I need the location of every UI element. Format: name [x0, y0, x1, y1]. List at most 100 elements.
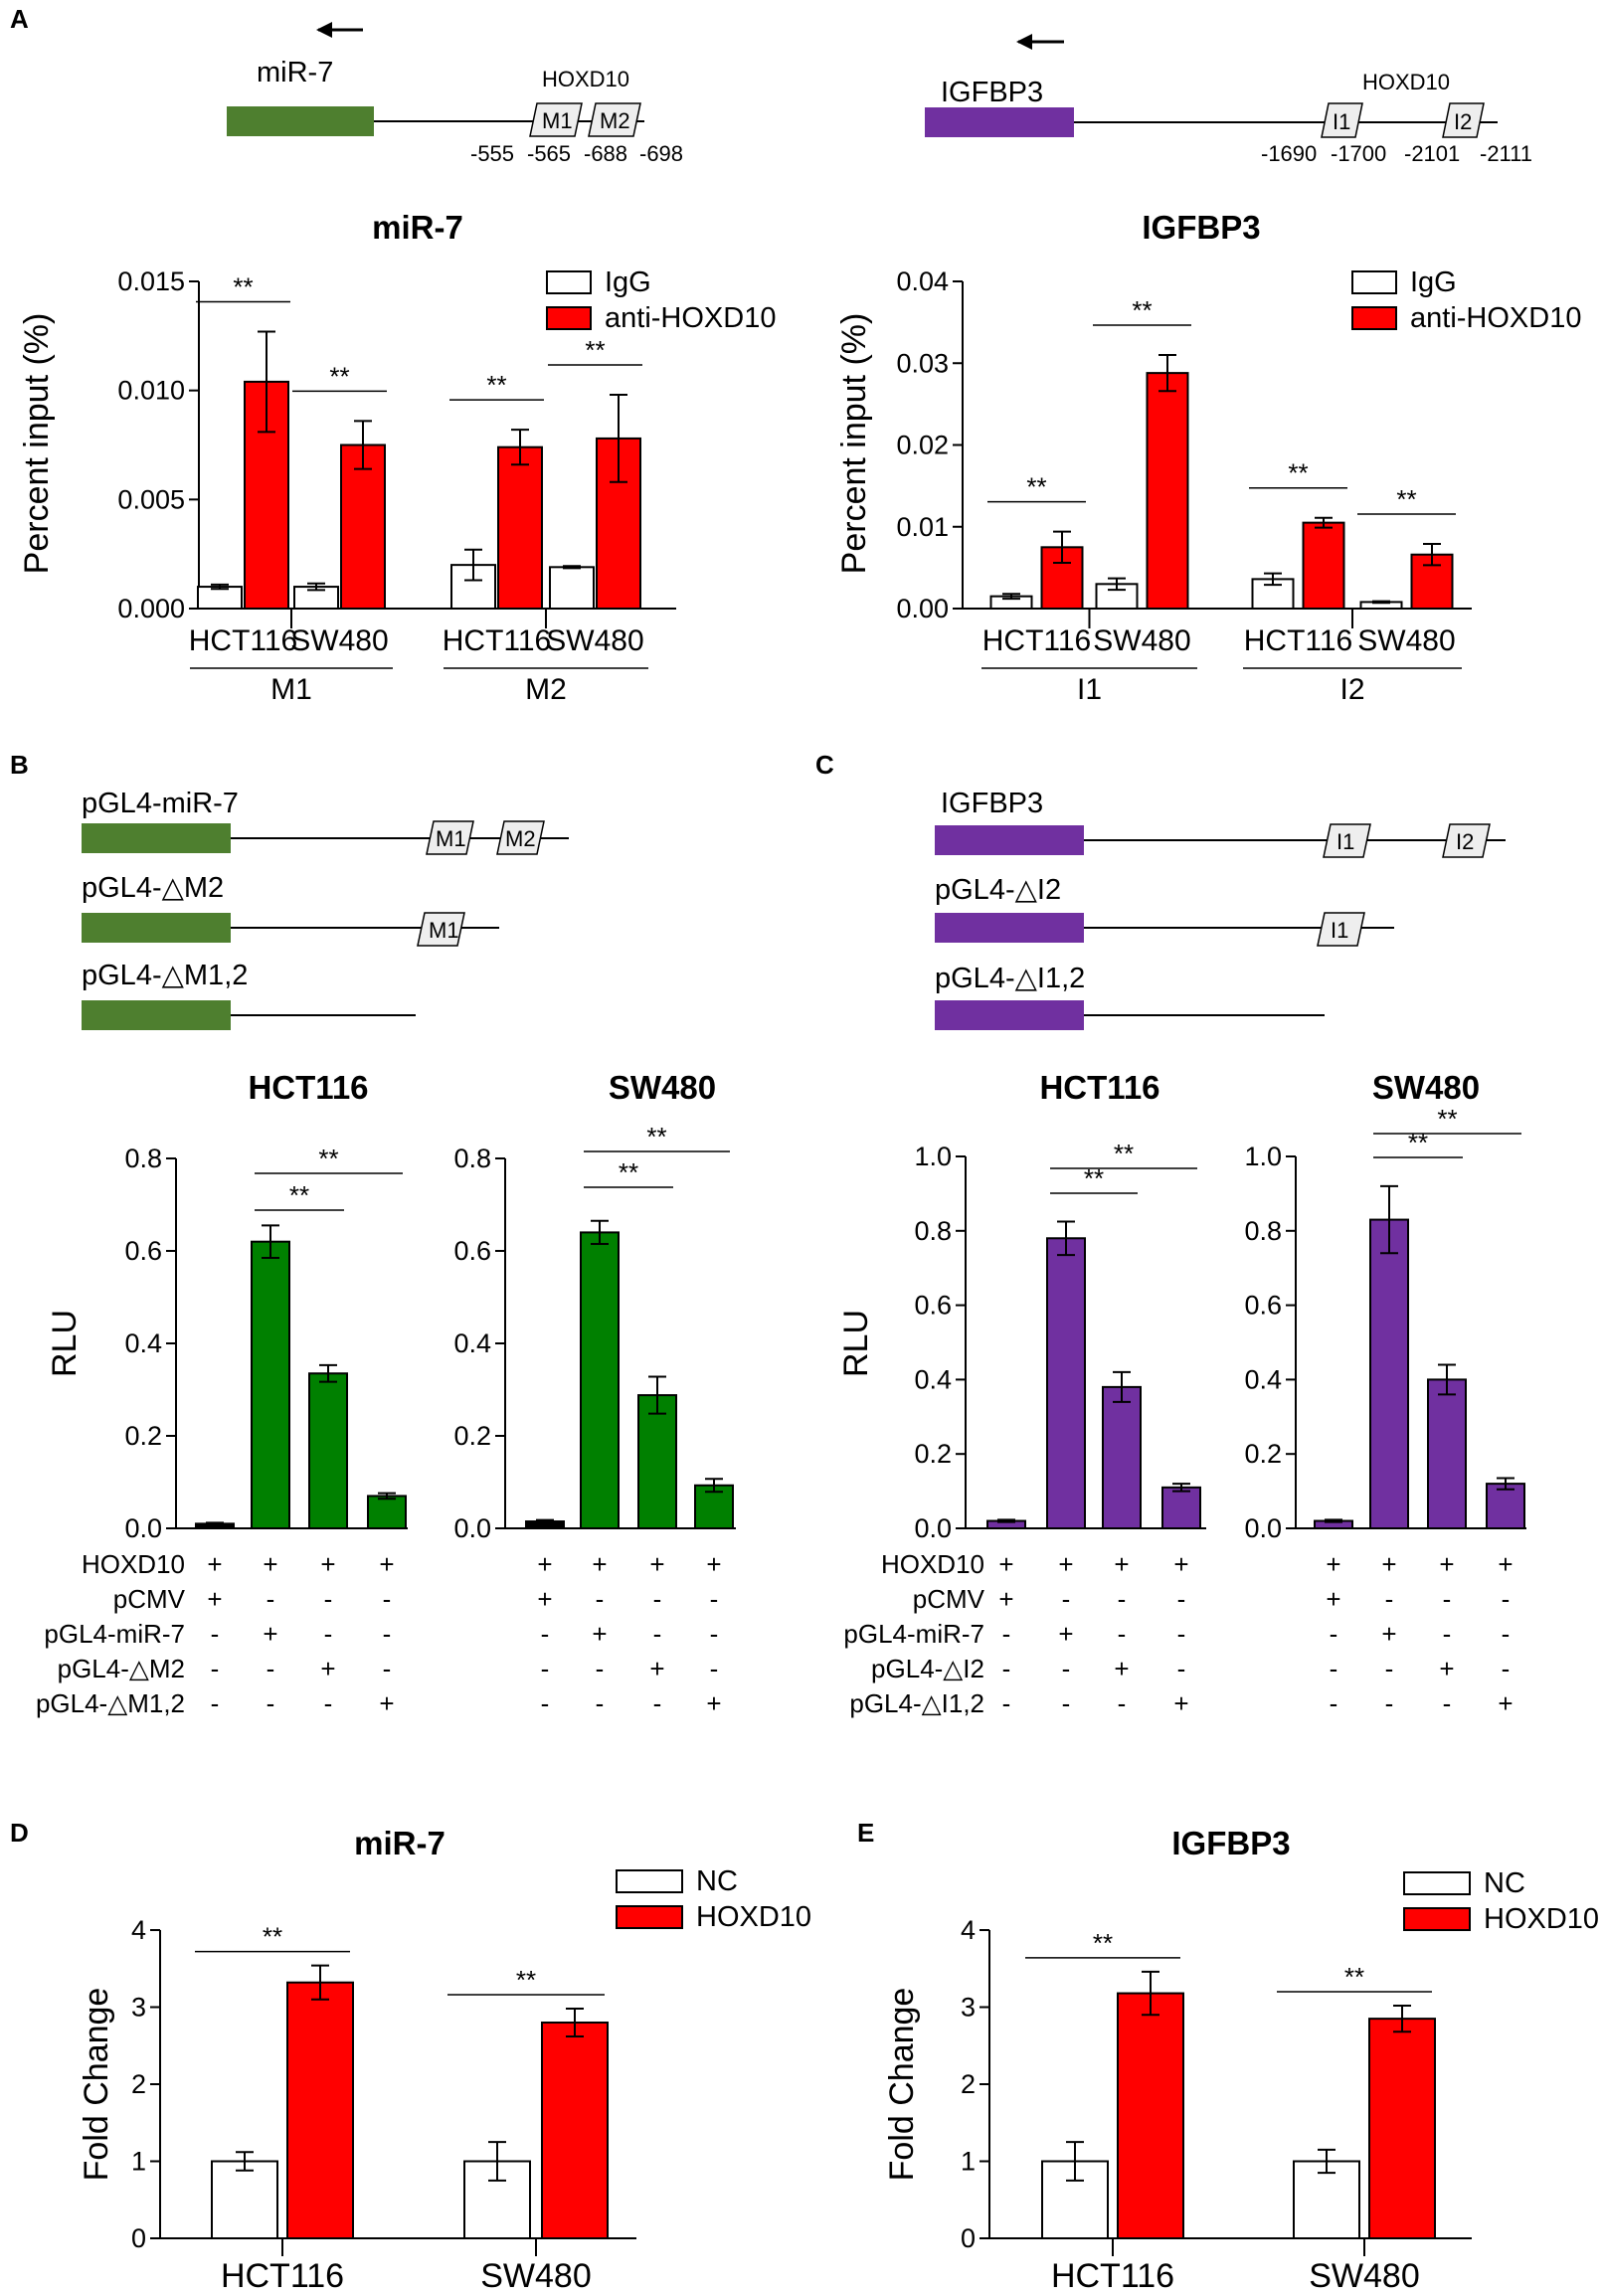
bar: [1046, 1237, 1086, 1530]
table-mark: -: [596, 1688, 605, 1718]
table-mark: +: [1114, 1654, 1129, 1683]
table-mark: +: [1326, 1584, 1340, 1614]
legend-label: IgG: [1410, 266, 1457, 298]
legend-swatch: [1403, 1907, 1471, 1931]
bar: [497, 445, 543, 610]
position-label: -2101: [1404, 141, 1460, 166]
tf-label: HOXD10: [542, 67, 629, 91]
table-mark: +: [1173, 1688, 1188, 1718]
table-mark: -: [1502, 1584, 1511, 1614]
x-tick-label: HCT116: [1244, 624, 1352, 657]
gene-box: [82, 913, 231, 943]
table-mark: -: [1385, 1654, 1394, 1683]
panel-label-c: C: [815, 750, 834, 780]
significance-label: **: [585, 335, 605, 365]
significance-label: **: [263, 1922, 282, 1952]
panel-label-d: D: [10, 1818, 29, 1848]
chart-c1: 0.0 0.2 0.4 0.6 0.8 1.0 HCT116 RLU ** **: [837, 1069, 1206, 1543]
table-mark: -: [1118, 1619, 1127, 1649]
design-tables-layer: HOXD10 + + + + + + + +pCMV + - - - + - - -pGL4-miR-7- + - -…: [36, 1549, 1514, 1718]
significance-label: **: [1408, 1128, 1428, 1157]
y-tick-label: 0.0: [453, 1513, 491, 1543]
legend-label: IgG: [605, 266, 651, 298]
y-tick-label: 0.4: [914, 1364, 952, 1394]
chart-a2: 0.00 0.01 0.02 0.03 0.04 IGFBP3 Percent input …: [835, 209, 1581, 706]
binding-site-box: [1442, 823, 1491, 858]
table-mark: +: [592, 1549, 607, 1579]
y-tick-label: 0: [961, 2223, 976, 2253]
binding-site-box: [417, 912, 465, 947]
table-mark: +: [320, 1654, 335, 1683]
y-tick-label: 0.8: [914, 1216, 952, 1246]
significance-label: **: [1344, 1962, 1364, 1992]
binding-site-box: [426, 820, 474, 855]
construct-label: IGFBP3: [941, 788, 1043, 819]
construct-label: pGL4-△I2: [935, 874, 1061, 906]
table-row-label: pGL4-△M2: [58, 1654, 185, 1683]
table-mark: +: [1114, 1549, 1129, 1579]
table-mark: +: [1173, 1549, 1188, 1579]
y-axis-label: Fold Change: [883, 1988, 921, 2182]
table-mark: +: [379, 1549, 394, 1579]
table-mark: -: [1385, 1688, 1394, 1718]
binding-site-box: [1317, 912, 1365, 947]
chart-d: 0 1 2 3 4 miR-7 Fold Change ** HCT116 ** SW480 NC HO…: [78, 1825, 811, 2295]
y-tick-label: 1: [131, 2147, 146, 2177]
y-tick-label: 3: [131, 1993, 146, 2023]
table-mark: -: [267, 1688, 275, 1718]
x-tick-label: HCT116: [189, 624, 297, 657]
binding-site-box: [1323, 823, 1371, 858]
significance-label: **: [1084, 1163, 1104, 1193]
significance-label: **: [233, 271, 253, 301]
binding-site-box: [588, 102, 641, 137]
table-mark: +: [263, 1549, 277, 1579]
y-tick-label: 0.2: [453, 1421, 491, 1451]
y-tick-label: 1: [961, 2147, 976, 2177]
site-label: M1: [542, 108, 573, 133]
schematic-igfbp3-promoter: IGFBP3 HOXD10 I1 I2 -1690 -1700 -2101 -2…: [925, 34, 1532, 166]
chart-title: miR-7: [354, 1825, 445, 1861]
y-tick-label: 0.0: [1244, 1513, 1282, 1543]
schematic-b-constructs: pGL4-miR-7 M1 M2 pGL4-△M2 M1 pGL4-△M1,2: [82, 788, 569, 1030]
table-row-label: pGL4-△I2: [871, 1654, 984, 1683]
legend-label: NC: [1484, 1867, 1525, 1899]
table-mark: -: [324, 1688, 333, 1718]
significance-label: **: [1396, 484, 1416, 514]
chart-a1: 0.000 0.005 0.010 0.015 miR-7 Percent input (…: [18, 209, 776, 706]
gene-box: [925, 107, 1074, 137]
y-tick-label: 0.8: [124, 1144, 162, 1173]
y-tick-label: 0.010: [117, 376, 185, 406]
significance-label: **: [1288, 458, 1308, 488]
legend-label: HOXD10: [696, 1901, 811, 1933]
table-mark: +: [320, 1549, 335, 1579]
table-mark: -: [653, 1584, 662, 1614]
table-mark: -: [710, 1584, 719, 1614]
y-axis-label: Percent input (%): [835, 313, 873, 575]
bar: [1161, 1486, 1201, 1529]
panel-label-a: A: [10, 4, 29, 34]
x-tick-label: HCT116: [982, 624, 1091, 657]
legend-label: anti-HOXD10: [605, 302, 776, 334]
y-axis-label: Percent input (%): [18, 313, 56, 575]
y-tick-label: 4: [961, 1915, 976, 1945]
schematic-c-constructs: IGFBP3 I1 I2 pGL4-△I2 I1 pGL4-△I1,2: [935, 788, 1506, 1030]
x-tick-label: HCT116: [443, 624, 551, 657]
table-mark: +: [1381, 1549, 1396, 1579]
table-mark: +: [1498, 1688, 1513, 1718]
significance-label: **: [646, 1122, 666, 1151]
bar: [197, 586, 243, 610]
x-tick-label: HCT116: [221, 2257, 344, 2295]
y-tick-label: 0.2: [914, 1439, 952, 1469]
table-mark: +: [1381, 1619, 1396, 1649]
bar: [286, 1981, 354, 2239]
y-axis-label: Fold Change: [78, 1988, 115, 2182]
table-mark: -: [1385, 1584, 1394, 1614]
x-tick-label: SW480: [1093, 624, 1190, 657]
table-mark: +: [1058, 1619, 1073, 1649]
significance-label: **: [1437, 1104, 1457, 1134]
arrow-head-icon: [1016, 34, 1032, 50]
chart-b1: 0.0 0.2 0.4 0.6 0.8 HCT116 RLU ** **: [46, 1069, 408, 1543]
bar: [251, 1240, 290, 1529]
table-mark: +: [207, 1584, 222, 1614]
